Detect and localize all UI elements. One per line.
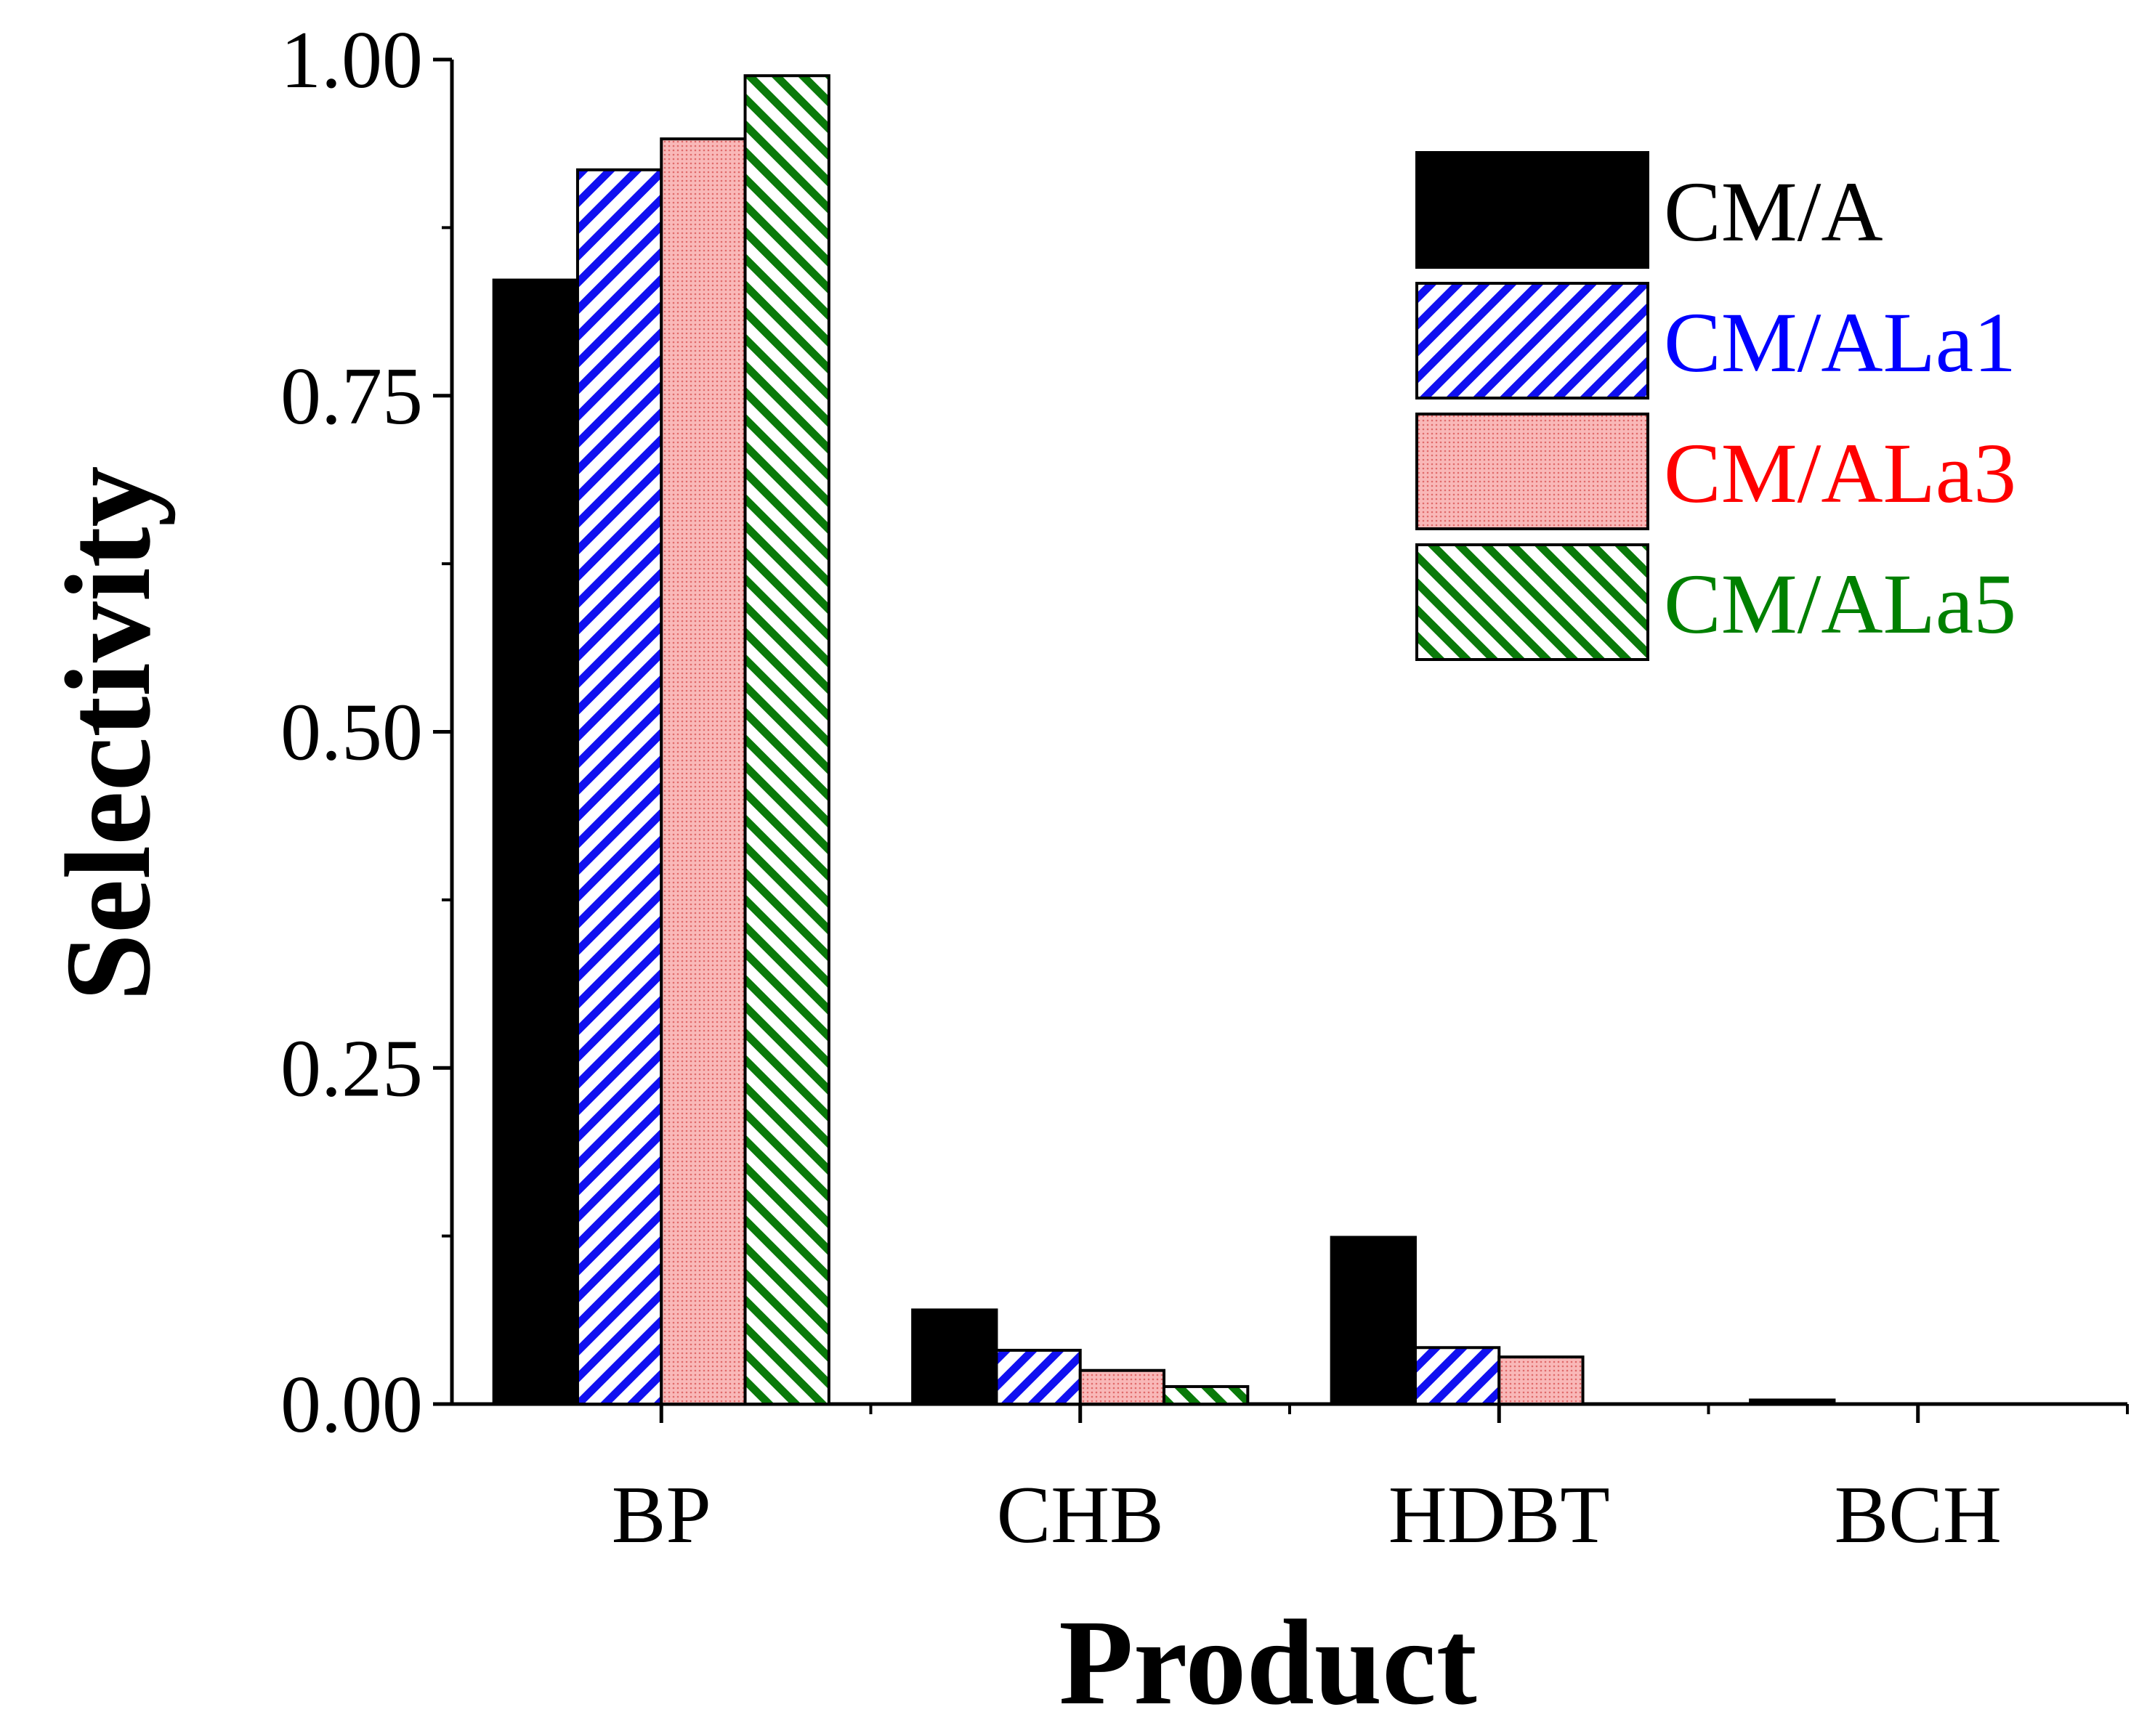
bar-cm-a-chb <box>911 1308 998 1406</box>
bar-cm-ala1-bp <box>575 168 663 1406</box>
legend: CM/A CM/ALa1 CM/ALa3 CM/ALa5 <box>1415 151 2016 661</box>
y-tick-label: 1.00 <box>280 15 423 105</box>
legend-label: CM/ALa5 <box>1664 556 2016 652</box>
legend-swatch <box>1415 543 1649 661</box>
bar-cm-ala3-hdbt <box>1497 1355 1585 1406</box>
x-tick-label: BP <box>612 1470 711 1560</box>
bar-cm-ala5-bp <box>743 74 830 1406</box>
x-axis-title: Product <box>1059 1595 1477 1730</box>
legend-swatch <box>1415 282 1649 399</box>
y-axis: 0.00 0.25 0.50 0.75 1.00 <box>280 15 454 1450</box>
bar-cm-ala5-chb <box>1162 1384 1250 1406</box>
x-tick-label: CHB <box>997 1470 1164 1560</box>
bar-cm-a-hdbt <box>1330 1236 1417 1406</box>
y-tick-label: 0.00 <box>280 1360 423 1450</box>
legend-label: CM/A <box>1664 164 1883 259</box>
legend-label: CM/ALa1 <box>1664 295 2016 390</box>
y-ticks: 0.00 0.25 0.50 0.75 1.00 <box>280 15 452 1450</box>
x-axis: BP CHB HDBT BCH <box>450 1402 2129 1560</box>
bar-cm-ala3-chb <box>1078 1368 1166 1406</box>
legend-swatch <box>1415 151 1649 269</box>
y-tick-label: 0.50 <box>280 688 423 778</box>
bar-cm-ala3-bp <box>660 137 747 1406</box>
bar-cm-ala1-hdbt <box>1413 1346 1501 1406</box>
x-ticks: BP CHB HDBT BCH <box>612 1404 2129 1560</box>
bars <box>492 74 1836 1406</box>
bar-cm-a-bp <box>492 278 579 1406</box>
x-tick-label: HDBT <box>1388 1470 1610 1560</box>
x-tick-label: BCH <box>1835 1470 2002 1560</box>
bar-cm-ala1-chb <box>995 1348 1082 1406</box>
legend-swatch <box>1415 413 1649 530</box>
y-tick-label: 0.25 <box>280 1023 423 1114</box>
bar-cm-a-bch <box>1749 1398 1836 1406</box>
legend-label: CM/ALa3 <box>1664 426 2016 521</box>
y-tick-label: 0.75 <box>280 352 423 442</box>
y-axis-title: Selectivity <box>41 466 176 1001</box>
